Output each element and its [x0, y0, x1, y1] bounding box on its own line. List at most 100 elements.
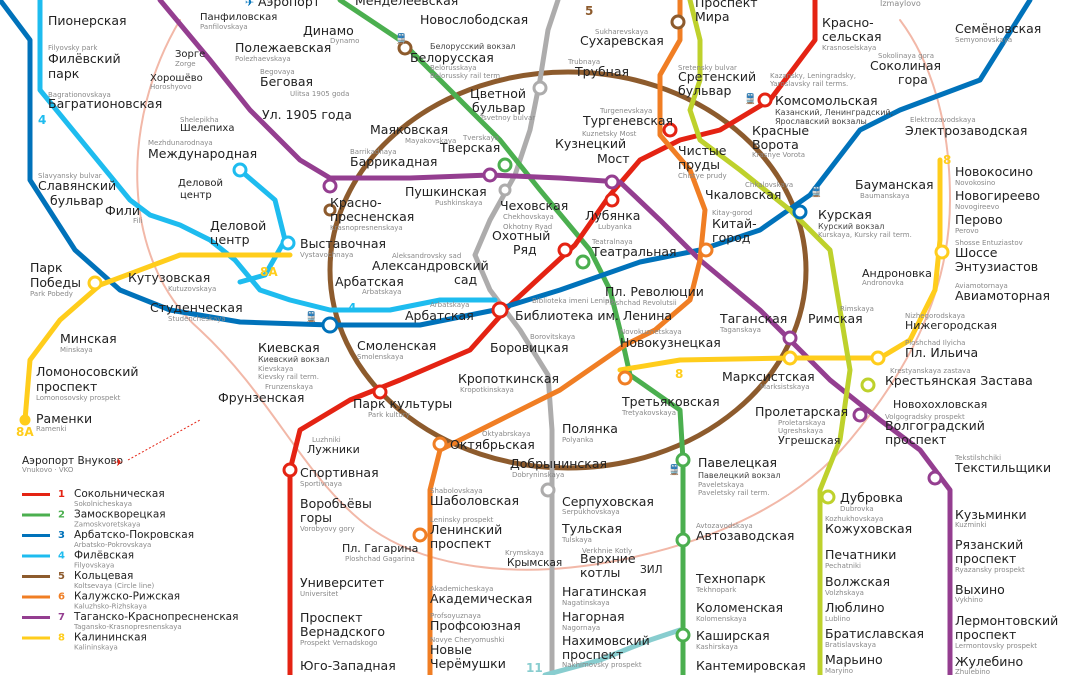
station-perovo[interactable]: Перово [955, 212, 1003, 227]
station-kuznetsky-1[interactable]: Кузнецкий [555, 136, 626, 151]
station-paveletskaya[interactable]: Павелецкая [698, 455, 777, 470]
station-lubyanka[interactable]: Лубянка [585, 208, 640, 223]
station-komsomolskaya[interactable]: Комсомольская [775, 93, 878, 108]
station-slavyansky-1[interactable]: Славянский [38, 178, 116, 193]
station-tsvetnoy-2[interactable]: бульвар [472, 100, 525, 115]
station-marker-sportivnaya[interactable] [282, 462, 298, 478]
station-prospekt-vern-1[interactable]: Проспект [300, 610, 363, 625]
station-pionerskaya[interactable]: Пионерская [48, 13, 127, 28]
station-vorobyovy-2[interactable]: горы [300, 510, 332, 525]
station-kropotkinskaya[interactable]: Кропоткинская [458, 371, 559, 386]
station-trubnaya[interactable]: Трубная [574, 64, 629, 79]
station-kurskaya[interactable]: Курская [818, 207, 872, 222]
station-begovaya[interactable]: Беговая [260, 74, 313, 89]
station-marker-vystavochnaya[interactable] [280, 235, 296, 251]
station-marker-tsvetnoy[interactable] [532, 80, 548, 96]
station-luzhniki[interactable]: Лужники [307, 443, 360, 456]
legend-item-7[interactable]: 7 Таганско-КраснопресненскаяTagansko-Kras… [22, 611, 238, 631]
station-dubrovka[interactable]: Дубровка [840, 490, 903, 505]
station-oktyabrskaya[interactable]: Октябрьская [450, 437, 535, 452]
station-marker-park-kultury[interactable] [372, 384, 388, 400]
station-novokhokhlovskaya[interactable]: Новохохловская [893, 398, 987, 411]
station-okhotny-2[interactable]: Ряд [513, 242, 537, 257]
station-turgenevskaya[interactable]: Тургеневская [582, 113, 673, 128]
station-tretyakovskaya[interactable]: Третьяковская [621, 394, 720, 409]
station-krasnoselskaya-1[interactable]: Красно- [822, 15, 874, 30]
station-marker-komsomolskaya[interactable] [757, 92, 773, 108]
station-zhulebino[interactable]: Жулебино [955, 654, 1023, 669]
station-kozhukhovskaya[interactable]: Кожуховская [825, 521, 912, 536]
station-universitet[interactable]: Университет [300, 575, 384, 590]
station-marker-chistye[interactable] [662, 122, 678, 138]
station-prospekt-vern-2[interactable]: Вернадского [300, 624, 385, 639]
station-vystavochnaya[interactable]: Выставочная [300, 236, 386, 251]
station-vykhino[interactable]: Выхино [955, 582, 1005, 597]
station-marker-kurskaya[interactable] [792, 204, 808, 220]
station-tsvetnoy-1[interactable]: Цветной [470, 86, 526, 101]
station-volgogradsky-2[interactable]: проспект [885, 432, 946, 447]
station-filevsky-park-1[interactable]: Филёвский [48, 51, 121, 66]
station-nizhegorodskaya[interactable]: Нижегородская [905, 319, 997, 332]
station-okhotny-1[interactable]: Охотный [492, 228, 550, 243]
station-marker-shosse[interactable] [934, 244, 950, 260]
station-sportivnaya[interactable]: Спортивная [300, 465, 379, 480]
station-verkhnie-2[interactable]: котлы [580, 565, 620, 580]
station-park-kultury[interactable]: Парк культуры [353, 396, 452, 411]
station-marker-prospekt-mira[interactable] [670, 14, 686, 30]
station-tulskaya[interactable]: Тульская [561, 521, 622, 536]
station-prospekt-mira-1[interactable]: Проспект [695, 0, 758, 10]
station-slavyansky-2[interactable]: бульвар [50, 193, 103, 208]
station-sretensky-1[interactable]: Сретенский [678, 69, 756, 84]
station-marker-krasnopresnenskaya[interactable] [323, 203, 337, 217]
station-dinamo[interactable]: Динамо [303, 23, 354, 38]
station-elektrozavodskaya[interactable]: Электрозаводская [905, 123, 1027, 138]
station-novokuznetskaya[interactable]: Новокузнецкая [620, 335, 721, 350]
station-marker-kuznetsky[interactable] [604, 174, 620, 190]
station-tverskaya[interactable]: Тверская [439, 140, 500, 155]
station-shosse-1[interactable]: Шоссе [955, 245, 998, 260]
station-biblioteka[interactable]: Библиотека им. Ленина [515, 308, 672, 323]
station-ramenki[interactable]: Раменки [36, 411, 92, 426]
station-volzhskaya[interactable]: Волжская [825, 574, 890, 589]
station-kantemirovskaya[interactable]: Кантемировская [696, 658, 806, 673]
station-marker-park-pobedy[interactable] [87, 275, 103, 291]
station-dobryninskaya[interactable]: Добрынинская [510, 456, 607, 471]
station-park-pobedy-2[interactable]: Победы [30, 275, 81, 290]
station-lomonosovsky-1[interactable]: Ломоносовский [36, 364, 139, 379]
station-chistye-2[interactable]: пруды [678, 157, 720, 172]
station-rimskaya[interactable]: Римская [808, 311, 863, 326]
station-arbatskaya-3[interactable]: Арбатская [335, 274, 404, 289]
station-pl-gagarina[interactable]: Пл. Гагарина [342, 542, 418, 555]
station-marker-ramenki[interactable] [19, 414, 31, 426]
station-marker-leninsky[interactable] [412, 527, 428, 543]
station-kitay-1[interactable]: Китай- [712, 216, 757, 231]
station-panfilovskaya[interactable]: Панфиловская [200, 12, 277, 23]
station-zorge[interactable]: Зорге [175, 49, 205, 60]
station-andronovka[interactable]: Андроновка [862, 267, 932, 280]
station-shelepikha[interactable]: Шелепиха [180, 123, 234, 134]
station-krasnopresnenskaya-2[interactable]: пресненская [330, 209, 414, 224]
station-ul1905[interactable]: Ул. 1905 года [262, 107, 352, 122]
station-bratislavskaya[interactable]: Братиславская [825, 626, 924, 641]
station-kuzminki[interactable]: Кузьминки [955, 507, 1027, 522]
station-polyanka[interactable]: Полянка [562, 421, 618, 436]
station-lyublino[interactable]: Люблино [825, 600, 885, 615]
station-mezhdunarodnaya[interactable]: Международная [148, 146, 257, 161]
station-yugo-zapadnaya[interactable]: Юго-Западная [300, 658, 396, 673]
station-nakhimovsky-1[interactable]: Нахимовский [562, 633, 650, 648]
station-profsoyuznaya[interactable]: Профсоюзная [430, 618, 521, 633]
station-arbatskaya-4[interactable]: Арбатская [405, 308, 474, 323]
station-akademicheskaya[interactable]: Академическая [430, 591, 532, 606]
station-ryazansky-1[interactable]: Рязанский [955, 537, 1023, 552]
station-fili[interactable]: Фили [105, 203, 140, 218]
station-pl-revolyutsii[interactable]: Пл. Революции [605, 284, 704, 299]
station-lomonosovsky-2[interactable]: проспект [36, 379, 97, 394]
station-sokolnicheskaya-gora-2[interactable]: гора [898, 72, 928, 87]
station-aleksandrovsky-2[interactable]: сад [454, 272, 477, 287]
station-barrikadnaya[interactable]: Баррикадная [350, 154, 437, 169]
station-sukharevskaya[interactable]: Сухаревская [580, 33, 664, 48]
station-shosse-2[interactable]: Энтузиастов [955, 259, 1038, 274]
station-khoroshyovo[interactable]: Хорошёво [150, 73, 203, 84]
station-minskaya[interactable]: Минская [60, 331, 117, 346]
